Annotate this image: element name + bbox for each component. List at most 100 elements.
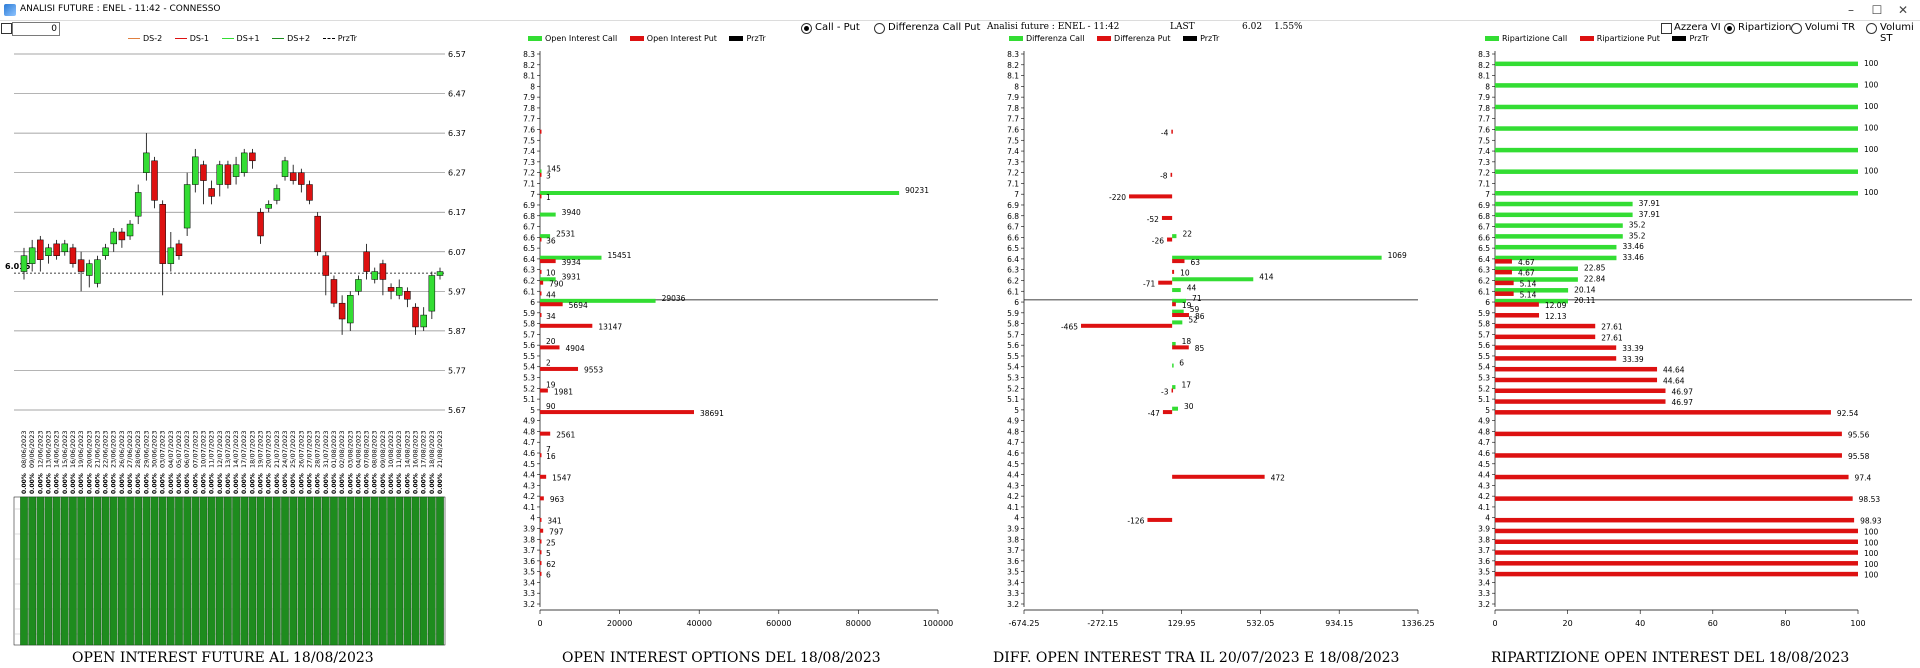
label-call-put: Call - Put — [815, 22, 860, 33]
last-value: 6.02 — [1242, 22, 1263, 32]
oi-bar-label: 0.00% — [143, 473, 150, 494]
candle-body — [86, 263, 93, 276]
diff-call-label: 59 — [1190, 305, 1200, 314]
oi-put-label: 790 — [549, 279, 564, 288]
oi-put-label: 3934 — [562, 258, 581, 267]
rip-strike-label: 3.2 — [1478, 600, 1490, 609]
oi-put-label: 9553 — [584, 366, 603, 375]
oi-bar — [52, 496, 61, 646]
oi-strike-label: 7.8 — [523, 104, 535, 113]
diff-x-tick-label: 1336.25 — [1401, 619, 1434, 628]
oi-strike-label: 5 — [530, 406, 535, 415]
diff-strike-label: 5.3 — [1007, 374, 1019, 383]
rip-put-label: 33.39 — [1622, 355, 1644, 364]
rip-put-label: 12.09 — [1545, 301, 1567, 310]
date-label: 31/07/2023 — [322, 431, 330, 468]
radio-volumi-st[interactable] — [1866, 23, 1877, 34]
diff-call-bar — [1172, 406, 1179, 411]
rip-call-label: 22.84 — [1584, 274, 1606, 283]
date-label: 16/06/2023 — [69, 431, 77, 468]
oi-bar — [387, 496, 395, 646]
rip-put-label: 4.67 — [1518, 269, 1535, 278]
diff-strike-label: 3.5 — [1007, 568, 1019, 577]
oi-bar — [207, 496, 216, 646]
diff-strike-label: 4.5 — [1007, 460, 1019, 469]
date-label: 21/07/2023 — [273, 431, 281, 468]
rip-strike-label: 6.2 — [1478, 276, 1490, 285]
oi-bar — [240, 496, 249, 646]
oi-strike-label: 7 — [530, 190, 535, 199]
radio-call-put[interactable] — [801, 23, 812, 34]
date-label: 14/06/2023 — [53, 431, 61, 468]
diff-strike-label: 3.2 — [1007, 600, 1019, 609]
minimize-button[interactable]: – — [1848, 3, 1854, 17]
rip-call-label: 100 — [1864, 167, 1879, 176]
rip-strike-label: 5.7 — [1478, 330, 1490, 339]
oi-put-bar — [540, 269, 542, 274]
caption-diff: DIFF. OPEN INTEREST TRA IL 20/07/2023 E … — [993, 650, 1400, 666]
oi-put-label: 963 — [550, 495, 565, 504]
diff-put-label: -4 — [1161, 128, 1169, 137]
radio-diff-call-put[interactable] — [874, 23, 885, 34]
date-label: 17/08/2023 — [420, 431, 428, 468]
diff-call-bar — [1172, 277, 1254, 282]
rip-strike-label: 8.2 — [1478, 61, 1490, 70]
oi-strike-label: 7.4 — [523, 147, 535, 156]
diff-strike-label: 7.1 — [1007, 179, 1019, 188]
label-diff-call-put: Differenza Call Put — [888, 22, 981, 33]
rip-put-bar — [1495, 302, 1539, 307]
rip-call-bar — [1495, 298, 1568, 304]
rip-strike-label: 3.6 — [1478, 557, 1490, 566]
oi-bar-label: 0.00% — [54, 473, 61, 494]
date-label: 12/07/2023 — [216, 431, 224, 468]
rip-strike-label: 6 — [1485, 298, 1490, 307]
label-volumi-st: Volumi ST — [1880, 22, 1914, 44]
diff-strike-label: 6.7 — [1007, 223, 1019, 232]
rip-call-label: 100 — [1864, 102, 1879, 111]
radio-volumi-tr[interactable] — [1791, 23, 1802, 34]
top-checkbox[interactable] — [1, 23, 12, 34]
oi-strike-label: 5.5 — [523, 352, 535, 361]
date-label: 04/08/2023 — [354, 431, 362, 468]
date-label: 10/07/2023 — [199, 431, 207, 468]
radio-ripartizione[interactable] — [1724, 23, 1735, 34]
oi-bar — [183, 496, 191, 646]
oi-put-bar — [540, 550, 542, 555]
date-label: 10/08/2023 — [387, 431, 395, 468]
oi-bar — [158, 496, 167, 646]
oi-strike-label: 6.3 — [523, 266, 535, 275]
oi-bar-label: 0.00% — [388, 473, 395, 494]
rip-call-bar — [1495, 244, 1617, 250]
close-button[interactable]: ✕ — [1897, 3, 1909, 17]
diff-call-label: 44 — [1187, 283, 1197, 292]
maximize-button[interactable]: ☐ — [1871, 3, 1883, 17]
level-label: 5.87 — [448, 327, 466, 336]
rip-call-bar — [1495, 126, 1858, 131]
diff-put-bar — [1170, 172, 1173, 177]
oi-bar-label: 0.00% — [168, 473, 175, 494]
oi-strike-label: 5.6 — [523, 341, 535, 350]
rip-put-label: 98.53 — [1859, 495, 1881, 504]
rip-call-bar — [1495, 169, 1858, 174]
rip-call-label: 20.11 — [1574, 296, 1596, 305]
caption-future: OPEN INTEREST FUTURE AL 18/08/2023 — [72, 650, 374, 666]
candle-body — [192, 156, 199, 185]
oi-bar — [175, 496, 183, 646]
candle-body — [110, 231, 117, 245]
label-azzera-vi: Azzera VI — [1674, 22, 1721, 33]
oi-call-bar — [540, 277, 556, 282]
offset-input[interactable]: 0 — [12, 22, 60, 36]
oi-bar — [395, 496, 404, 646]
oi-bar-label: 0.00% — [290, 473, 297, 494]
oi-put-label: 1547 — [552, 474, 571, 483]
oi-bar-label: 0.00% — [103, 473, 110, 494]
oi-bar — [354, 496, 363, 646]
oi-bar — [224, 496, 232, 646]
rip-put-label: 44.64 — [1663, 377, 1685, 386]
rip-x-tick-label: 60 — [1708, 619, 1718, 628]
rip-strike-label: 7.1 — [1478, 179, 1490, 188]
level-label: 5.97 — [448, 287, 466, 296]
azzera-vi-checkbox[interactable] — [1661, 23, 1672, 34]
oi-strike-label: 3.3 — [523, 589, 535, 598]
